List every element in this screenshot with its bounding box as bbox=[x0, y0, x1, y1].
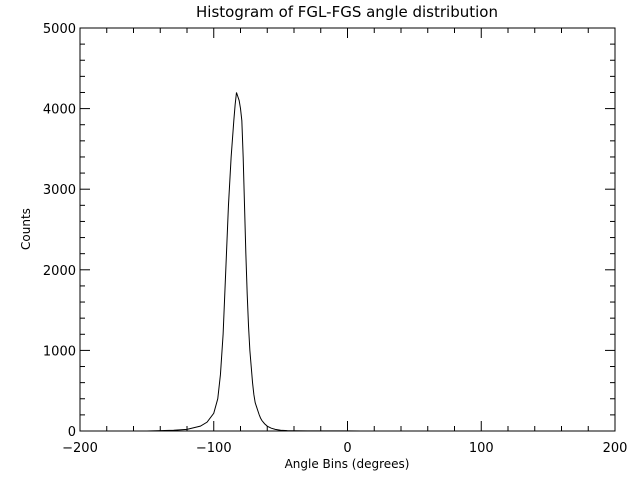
plot-frame bbox=[79, 27, 616, 432]
x-axis-label: Angle Bins (degrees) bbox=[285, 457, 410, 471]
x-tick-label: 200 bbox=[603, 441, 628, 456]
x-tick-label: −100 bbox=[196, 441, 232, 456]
y-tick-label: 5000 bbox=[43, 22, 76, 37]
x-tick-labels: −200 −100 0 100 200 bbox=[62, 441, 627, 456]
y-tick-label: 3000 bbox=[43, 183, 76, 198]
y-tick-label: 4000 bbox=[43, 103, 76, 118]
x-tick-label: 100 bbox=[469, 441, 494, 456]
x-tick-label: 0 bbox=[343, 441, 351, 456]
x-tick-label: −200 bbox=[62, 441, 98, 456]
counts-series-line bbox=[146, 92, 361, 432]
y-axis-label: Counts bbox=[19, 208, 33, 250]
y-tick-label: 1000 bbox=[43, 344, 76, 359]
y-tick-labels: 0 1000 2000 3000 4000 5000 bbox=[43, 22, 76, 440]
y-tick-label: 2000 bbox=[43, 264, 76, 279]
chart-title: Histogram of FGL-FGS angle distribution bbox=[196, 3, 498, 21]
y-tick-label: 0 bbox=[68, 425, 76, 440]
axis-ticks bbox=[79, 27, 616, 432]
